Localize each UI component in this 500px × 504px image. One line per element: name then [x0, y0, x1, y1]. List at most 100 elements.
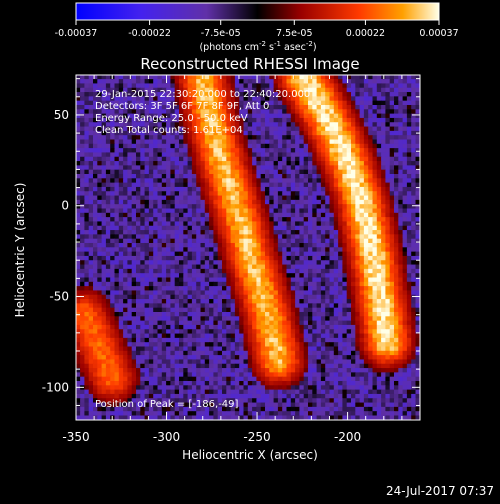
- heatmap-cell: [411, 88, 416, 93]
- heatmap-cell: [166, 308, 171, 313]
- heatmap-cell: [145, 239, 150, 244]
- heatmap-cell: [162, 204, 167, 209]
- heatmap-cell: [102, 325, 107, 330]
- heatmap-cell: [351, 122, 356, 127]
- heatmap-cell: [244, 187, 249, 192]
- heatmap-cell: [342, 191, 347, 196]
- heatmap-cell: [119, 230, 124, 235]
- heatmap-cell: [308, 148, 313, 153]
- heatmap-cell: [226, 277, 231, 282]
- heatmap-cell: [304, 79, 309, 84]
- heatmap-cell: [368, 329, 373, 334]
- heatmap-cell: [368, 144, 373, 149]
- heatmap-cell: [385, 321, 390, 326]
- heatmap-cell: [398, 325, 403, 330]
- heatmap-cell: [295, 131, 300, 136]
- heatmap-cell: [304, 200, 309, 205]
- heatmap-cell: [201, 217, 206, 222]
- heatmap-cell: [244, 247, 249, 252]
- heatmap-cell: [347, 204, 352, 209]
- heatmap-cell: [140, 239, 145, 244]
- heatmap-cell: [403, 277, 408, 282]
- heatmap-cell: [338, 325, 343, 330]
- heatmap-cell: [381, 329, 386, 334]
- heatmap-cell: [235, 170, 240, 175]
- heatmap-cell: [299, 152, 304, 157]
- heatmap-cell: [136, 277, 141, 282]
- heatmap-cell: [166, 170, 171, 175]
- heatmap-cell: [385, 273, 390, 278]
- heatmap-cell: [394, 191, 399, 196]
- heatmap-cell: [274, 131, 279, 136]
- heatmap-cell: [218, 338, 223, 343]
- heatmap-cell: [231, 303, 236, 308]
- heatmap-cell: [334, 170, 339, 175]
- heatmap-cell: [295, 152, 300, 157]
- heatmap-cell: [205, 247, 210, 252]
- heatmap-cell: [274, 325, 279, 330]
- heatmap-cell: [231, 208, 236, 213]
- heatmap-cell: [351, 139, 356, 144]
- heatmap-cell: [76, 325, 81, 330]
- heatmap-cell: [132, 178, 137, 183]
- heatmap-cell: [278, 286, 283, 291]
- heatmap-cell: [196, 217, 201, 222]
- heatmap-cell: [149, 234, 154, 239]
- heatmap-cell: [222, 196, 227, 201]
- heatmap-cell: [265, 295, 270, 300]
- heatmap-cell: [347, 286, 352, 291]
- heatmap-cell: [287, 161, 292, 166]
- heatmap-cell: [222, 200, 227, 205]
- heatmap-cell: [170, 230, 175, 235]
- heatmap-cell: [136, 83, 141, 88]
- heatmap-cell: [106, 170, 111, 175]
- heatmap-cell: [166, 295, 171, 300]
- heatmap-cell: [364, 170, 369, 175]
- heatmap-cell: [291, 308, 296, 313]
- heatmap-cell: [373, 325, 378, 330]
- heatmap-cell: [183, 183, 188, 188]
- heatmap-cell: [166, 334, 171, 339]
- heatmap-cell: [420, 187, 425, 192]
- heatmap-cell: [166, 165, 171, 170]
- heatmap-cell: [162, 295, 167, 300]
- heatmap-cell: [381, 290, 386, 295]
- heatmap-cell: [110, 308, 115, 313]
- heatmap-cell: [136, 200, 141, 205]
- heatmap-cell: [218, 152, 223, 157]
- heatmap-cell: [153, 334, 158, 339]
- heatmap-cell: [102, 139, 107, 144]
- heatmap-cell: [407, 234, 412, 239]
- heatmap-cell: [287, 290, 292, 295]
- heatmap-cell: [213, 239, 218, 244]
- heatmap-cell: [342, 208, 347, 213]
- heatmap-cell: [291, 273, 296, 278]
- heatmap-cell: [355, 256, 360, 261]
- heatmap-cell: [381, 273, 386, 278]
- heatmap-cell: [325, 204, 330, 209]
- heatmap-cell: [274, 329, 279, 334]
- heatmap-cell: [183, 157, 188, 162]
- heatmap-cell: [334, 75, 339, 80]
- heatmap-cell: [149, 170, 154, 175]
- heatmap-cell: [89, 75, 94, 80]
- heatmap-cell: [166, 187, 171, 192]
- heatmap-cell: [312, 88, 317, 93]
- heatmap-cell: [170, 75, 175, 80]
- heatmap-cell: [308, 308, 313, 313]
- heatmap-cell: [373, 226, 378, 231]
- heatmap-cell: [252, 312, 257, 317]
- heatmap-cell: [398, 105, 403, 110]
- heatmap-cell: [80, 303, 85, 308]
- heatmap-cell: [381, 325, 386, 330]
- heatmap-cell: [420, 303, 425, 308]
- heatmap-cell: [347, 303, 352, 308]
- heatmap-cell: [351, 118, 356, 123]
- heatmap-cell: [278, 312, 283, 317]
- heatmap-cell: [282, 277, 287, 282]
- heatmap-cell: [248, 299, 253, 304]
- heatmap-cell: [342, 277, 347, 282]
- heatmap-cell: [222, 312, 227, 317]
- heatmap-cell: [411, 252, 416, 257]
